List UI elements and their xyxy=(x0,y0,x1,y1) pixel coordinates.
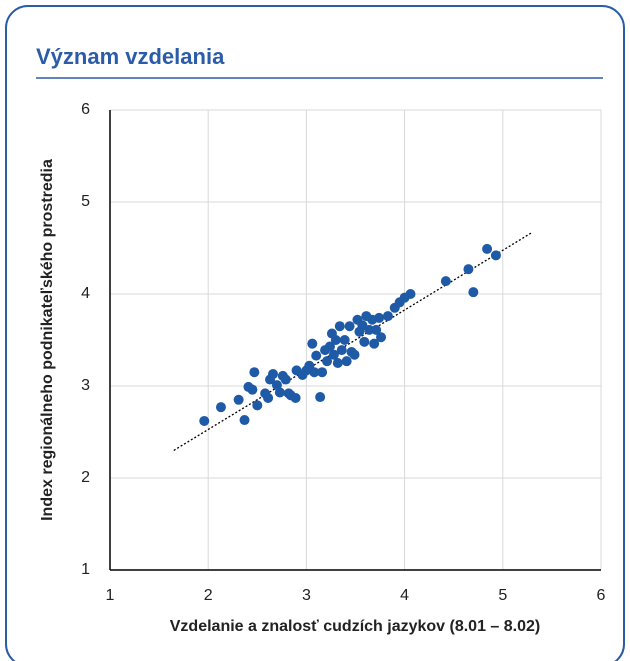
point xyxy=(268,369,279,380)
card-border xyxy=(5,5,625,661)
point xyxy=(468,287,479,298)
x-tick-label: 3 xyxy=(302,587,311,604)
point xyxy=(369,338,380,349)
point xyxy=(349,349,360,360)
y-tick-label: 6 xyxy=(81,101,90,118)
point xyxy=(311,350,322,361)
point xyxy=(339,335,350,345)
point xyxy=(376,332,387,343)
point xyxy=(290,392,301,403)
y-tick-label: 2 xyxy=(81,469,90,486)
y-tick-label: 4 xyxy=(81,285,90,302)
x-tick-label: 1 xyxy=(106,587,115,604)
point xyxy=(249,367,260,378)
point xyxy=(307,338,318,349)
point xyxy=(332,358,343,368)
point xyxy=(280,374,291,385)
point xyxy=(215,402,226,413)
x-tick-label: 5 xyxy=(498,587,507,604)
x-axis-title: Vzdelanie a znalosť cudzích jazykov (8.0… xyxy=(170,618,540,635)
point xyxy=(371,324,382,335)
point xyxy=(334,321,345,332)
point xyxy=(324,341,335,352)
point xyxy=(322,356,333,367)
y-tick-label: 1 xyxy=(81,561,90,578)
point xyxy=(263,392,274,403)
point xyxy=(463,264,474,275)
point xyxy=(359,336,370,347)
point xyxy=(330,335,341,345)
point xyxy=(490,250,501,261)
point xyxy=(440,276,451,287)
y-tick-label: 3 xyxy=(81,377,90,394)
point xyxy=(341,356,352,367)
point xyxy=(344,321,355,332)
y-tick-label: 5 xyxy=(81,193,90,210)
point xyxy=(405,289,416,299)
point xyxy=(315,392,326,403)
x-tick-label: 6 xyxy=(597,587,606,604)
point xyxy=(199,415,210,426)
x-tick-label: 4 xyxy=(400,587,409,604)
point xyxy=(364,324,375,335)
point xyxy=(239,415,250,426)
point xyxy=(317,367,328,378)
point xyxy=(482,243,493,254)
x-tick-label: 2 xyxy=(204,587,213,604)
point xyxy=(274,387,285,398)
point xyxy=(374,312,385,323)
point xyxy=(328,349,339,360)
point xyxy=(252,400,263,411)
chart-title: Význam vzdelania xyxy=(36,44,225,69)
point xyxy=(336,345,347,356)
y-axis-title: Index regionálneho podnikateľského prost… xyxy=(39,159,56,521)
plot: 1 2 3 4 5 6 1 2 3 4 5 6 xyxy=(81,101,605,604)
point xyxy=(382,311,393,322)
point xyxy=(309,367,320,378)
point xyxy=(247,384,258,395)
point xyxy=(233,394,244,405)
